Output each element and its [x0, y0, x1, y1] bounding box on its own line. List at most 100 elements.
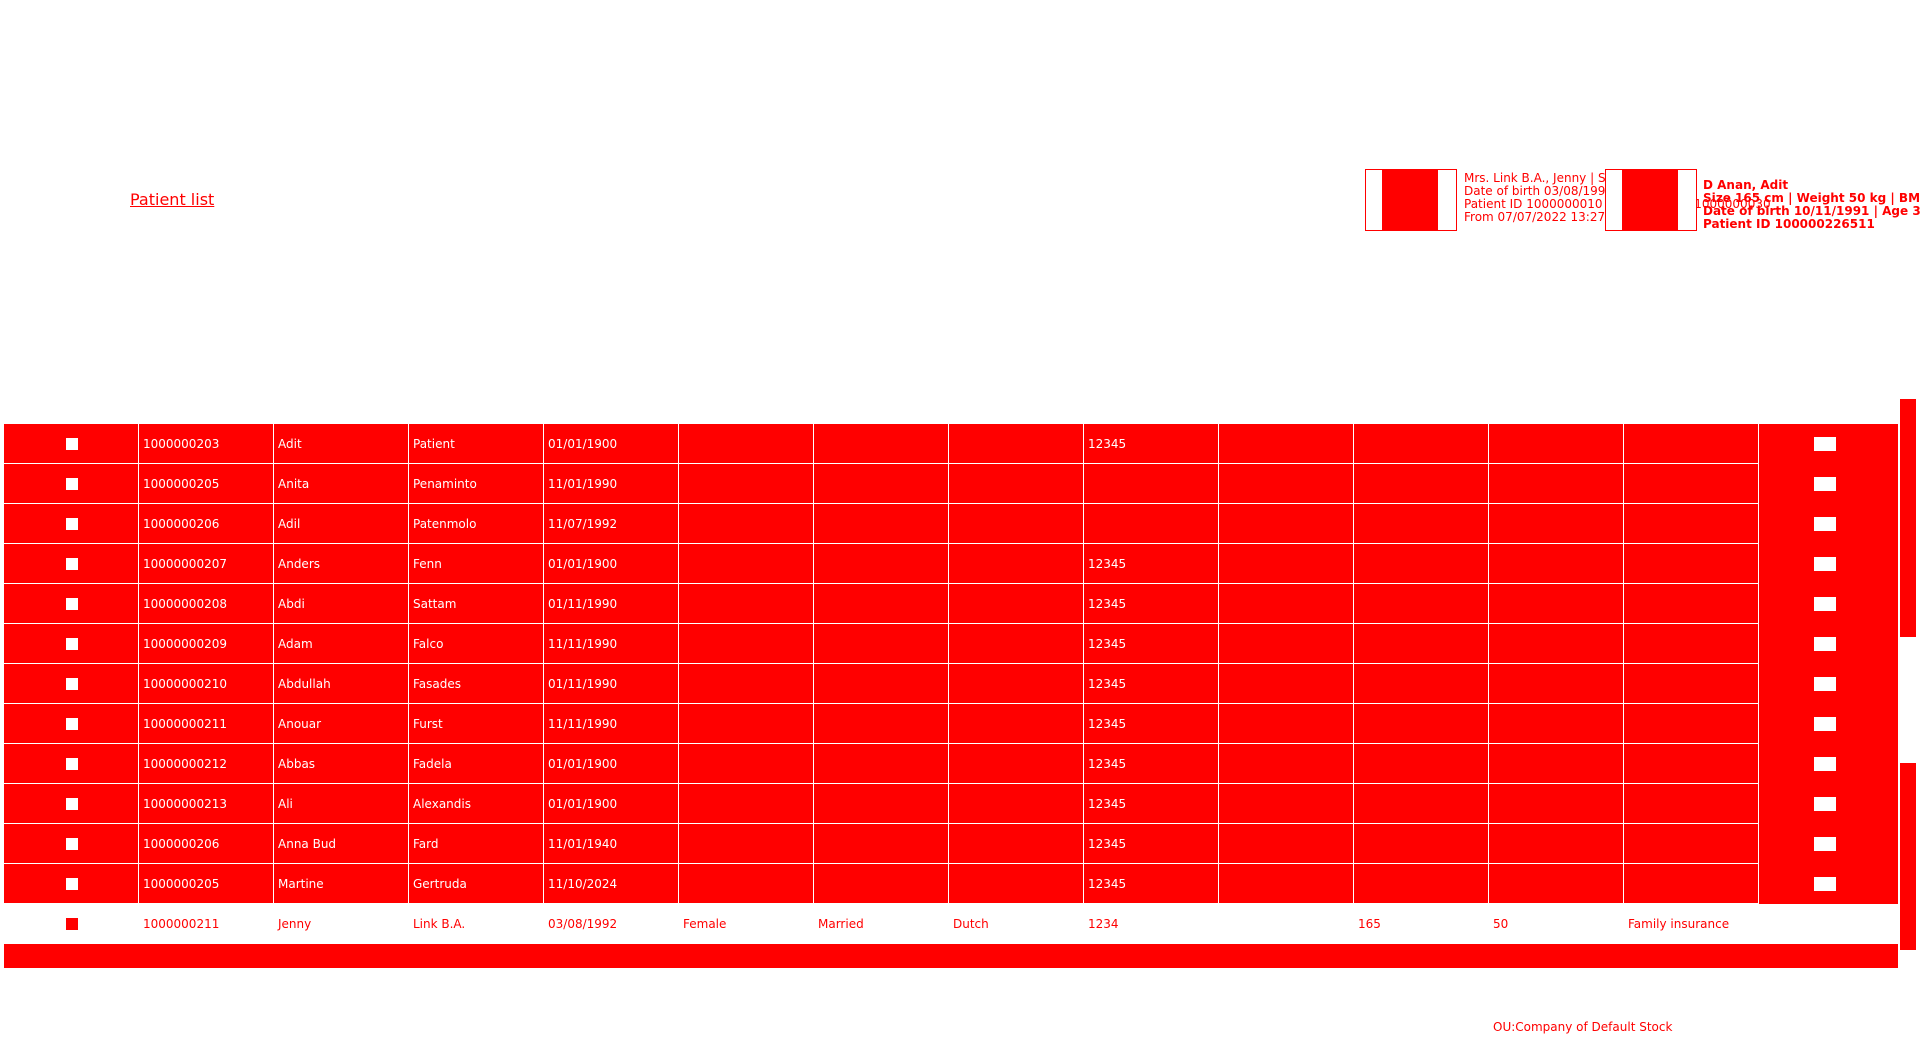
table-row[interactable]: 10000000207 Anders Fenn 01/01/1900 12345 [4, 544, 1898, 584]
table-cell: Family insurance [1624, 904, 1759, 944]
table-cell [1219, 464, 1354, 504]
table-cell [1084, 504, 1219, 544]
table-cell [814, 704, 949, 744]
table-cell [1219, 904, 1354, 944]
checkbox[interactable] [66, 598, 78, 610]
table-cell [1354, 584, 1489, 624]
checkbox[interactable] [66, 518, 78, 530]
table-row[interactable]: 10000000212 Abbas Fadela 01/01/1900 12345 [4, 744, 1898, 784]
table-row[interactable]: 1000000206 Adil Patenmolo 11/07/1992 [4, 504, 1898, 544]
table-cell [1489, 544, 1624, 584]
row-action-icon[interactable] [1814, 477, 1836, 491]
table-cell: 10000000213 [139, 784, 274, 824]
row-action-icon[interactable] [1814, 757, 1836, 771]
table-cell: Adil [274, 504, 409, 544]
row-action-icon[interactable] [1814, 637, 1836, 651]
checkbox[interactable] [66, 478, 78, 490]
table-cell [814, 744, 949, 784]
table-cell [814, 664, 949, 704]
table-row[interactable]: 1000000203 Adit Patient 01/01/1900 12345 [4, 424, 1898, 464]
table-cell [679, 744, 814, 784]
checkbox[interactable] [66, 558, 78, 570]
table-cell: Fenn [409, 544, 544, 584]
table-cell: Patient [409, 424, 544, 464]
table-row[interactable]: 10000000213 Ali Alexandis 01/01/1900 12345 [4, 784, 1898, 824]
row-action-icon[interactable] [1814, 677, 1836, 691]
scrollbar[interactable] [1900, 399, 1916, 637]
row-action-icon[interactable] [1814, 797, 1836, 811]
table-cell: 1000000205 [139, 464, 274, 504]
table-row[interactable]: 10000000211 Anouar Furst 11/11/1990 12345 [4, 704, 1898, 744]
row-action-icon[interactable] [1814, 517, 1836, 531]
table-cell [814, 584, 949, 624]
table-cell [1624, 744, 1759, 784]
checkbox[interactable] [66, 918, 78, 930]
table-row[interactable]: 1000000205 Anita Penaminto 11/01/1990 [4, 464, 1898, 504]
checkbox[interactable] [66, 718, 78, 730]
table-cell: 01/01/1900 [544, 544, 679, 584]
table-cell: 03/08/1992 [544, 904, 679, 944]
row-action-icon[interactable] [1814, 917, 1836, 931]
table-cell [814, 864, 949, 904]
avatar [1365, 169, 1457, 231]
table-cell [1489, 504, 1624, 544]
table-cell [949, 504, 1084, 544]
table-cell [949, 624, 1084, 664]
table-cell [949, 424, 1084, 464]
table-row[interactable]: 10000000208 Abdi Sattam 01/11/1990 12345 [4, 584, 1898, 624]
checkbox[interactable] [66, 678, 78, 690]
table-cell [1219, 744, 1354, 784]
banner-line: Date of birth 03/08/1992 | [1464, 184, 1621, 198]
checkbox[interactable] [66, 438, 78, 450]
checkbox-cell [4, 544, 139, 584]
row-action-icon[interactable] [1814, 717, 1836, 731]
table-cell [1219, 784, 1354, 824]
table-cell: Anders [274, 544, 409, 584]
row-action-icon[interactable] [1814, 557, 1836, 571]
table-cell [679, 424, 814, 464]
table-cell: 10000000209 [139, 624, 274, 664]
table-cell [814, 784, 949, 824]
table-cell [949, 464, 1084, 504]
table-cell: 01/01/1900 [544, 424, 679, 464]
table-cell [679, 864, 814, 904]
table-cell: 10000000207 [139, 544, 274, 584]
row-action-icon[interactable] [1814, 877, 1836, 891]
banner-line: D Anan, Adit [1703, 178, 1789, 192]
table-cell [949, 704, 1084, 744]
table-cell [949, 864, 1084, 904]
row-action-icon[interactable] [1814, 837, 1836, 851]
table-cell [1354, 504, 1489, 544]
checkbox[interactable] [66, 638, 78, 650]
scrollbar[interactable] [1900, 763, 1916, 950]
checkbox[interactable] [66, 758, 78, 770]
table-cell: Dutch [949, 904, 1084, 944]
checkbox[interactable] [66, 838, 78, 850]
table-cell [1489, 744, 1624, 784]
table-row[interactable]: 10000000210 Abdullah Fasades 01/11/1990 1234… [4, 664, 1898, 704]
checkbox[interactable] [66, 798, 78, 810]
checkbox-cell [4, 584, 139, 624]
table-cell [1219, 664, 1354, 704]
table-cell [1489, 584, 1624, 624]
table-row[interactable]: 10000000209 Adam Falco 11/11/1990 12345 [4, 624, 1898, 664]
table-row[interactable]: 1000000205 Martine Gertruda 11/10/2024 12345 [4, 864, 1898, 904]
table-cell [1354, 624, 1489, 664]
table-cell [1219, 624, 1354, 664]
row-action-icon[interactable] [1814, 597, 1836, 611]
checkbox[interactable] [66, 878, 78, 890]
table-cell: Abdullah [274, 664, 409, 704]
table-cell [1624, 864, 1759, 904]
table-cell [949, 584, 1084, 624]
table-row[interactable]: 1000000206 Anna Bud Fard 11/01/1940 12345 [4, 824, 1898, 864]
table-cell [1624, 464, 1759, 504]
page-title[interactable]: Patient list [130, 190, 215, 209]
table-cell [949, 784, 1084, 824]
row-action-icon[interactable] [1814, 437, 1836, 451]
table-row[interactable]: 1000000211 Jenny Link B.A. 03/08/1992 Female… [4, 904, 1898, 944]
table-cell: Fard [409, 824, 544, 864]
table-cell [679, 504, 814, 544]
table-cell: 12345 [1084, 744, 1219, 784]
table-cell: Penaminto [409, 464, 544, 504]
table-cell [1624, 824, 1759, 864]
